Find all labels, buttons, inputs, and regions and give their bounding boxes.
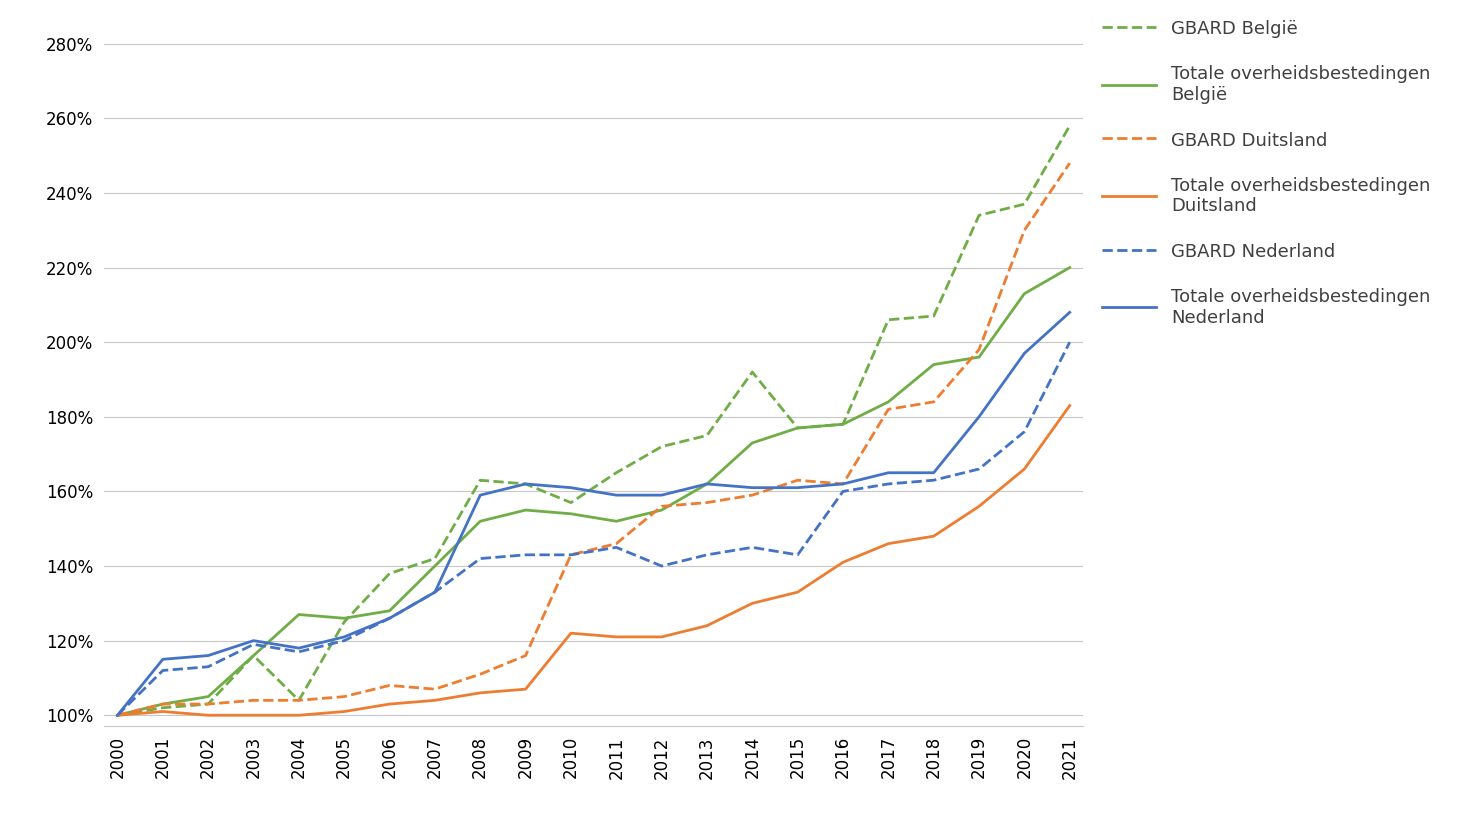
Legend: GBARD België, Totale overheidsbestedingen
België, GBARD Duitsland, Totale overhe: GBARD België, Totale overheidsbestedinge… — [1103, 20, 1431, 326]
